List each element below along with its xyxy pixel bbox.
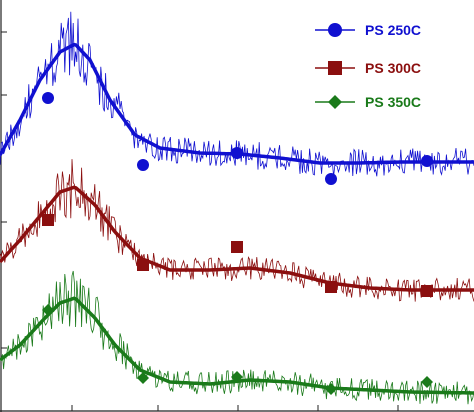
series-ps-350c [0,270,474,405]
legend-label: PS 300C [365,60,421,76]
data-point-circle [325,173,337,185]
legend-item-ps-250c: PS 250C [315,22,421,38]
series-fit-line [0,185,474,292]
series-raw-line [0,159,474,302]
data-point-square [231,241,243,253]
data-point-diamond [137,372,149,384]
legend-diamond-marker [328,95,342,109]
data-point-circle [421,155,433,167]
data-point-circle [231,147,243,159]
legend-item-ps-350c: PS 350C [315,94,421,110]
legend: PS 250C PS 300C PS 350C [315,22,421,110]
data-point-diamond [42,304,54,316]
data-point-diamond [231,371,243,383]
data-point-square [325,281,337,293]
data-point-circle [42,92,54,104]
data-point-square [42,214,54,226]
series-ps-300c [0,159,474,302]
series-ps-250c [0,11,474,185]
data-point-diamond [325,383,337,395]
legend-label: PS 250C [365,22,421,38]
legend-item-ps-300c: PS 300C [315,60,421,76]
legend-square-marker [328,61,342,75]
data-point-square [137,259,149,271]
plot-area [0,11,474,405]
data-point-circle [137,159,149,171]
legend-circle-marker [328,23,342,37]
legend-label: PS 350C [365,94,421,110]
data-point-diamond [421,376,433,388]
data-point-square [421,285,433,297]
